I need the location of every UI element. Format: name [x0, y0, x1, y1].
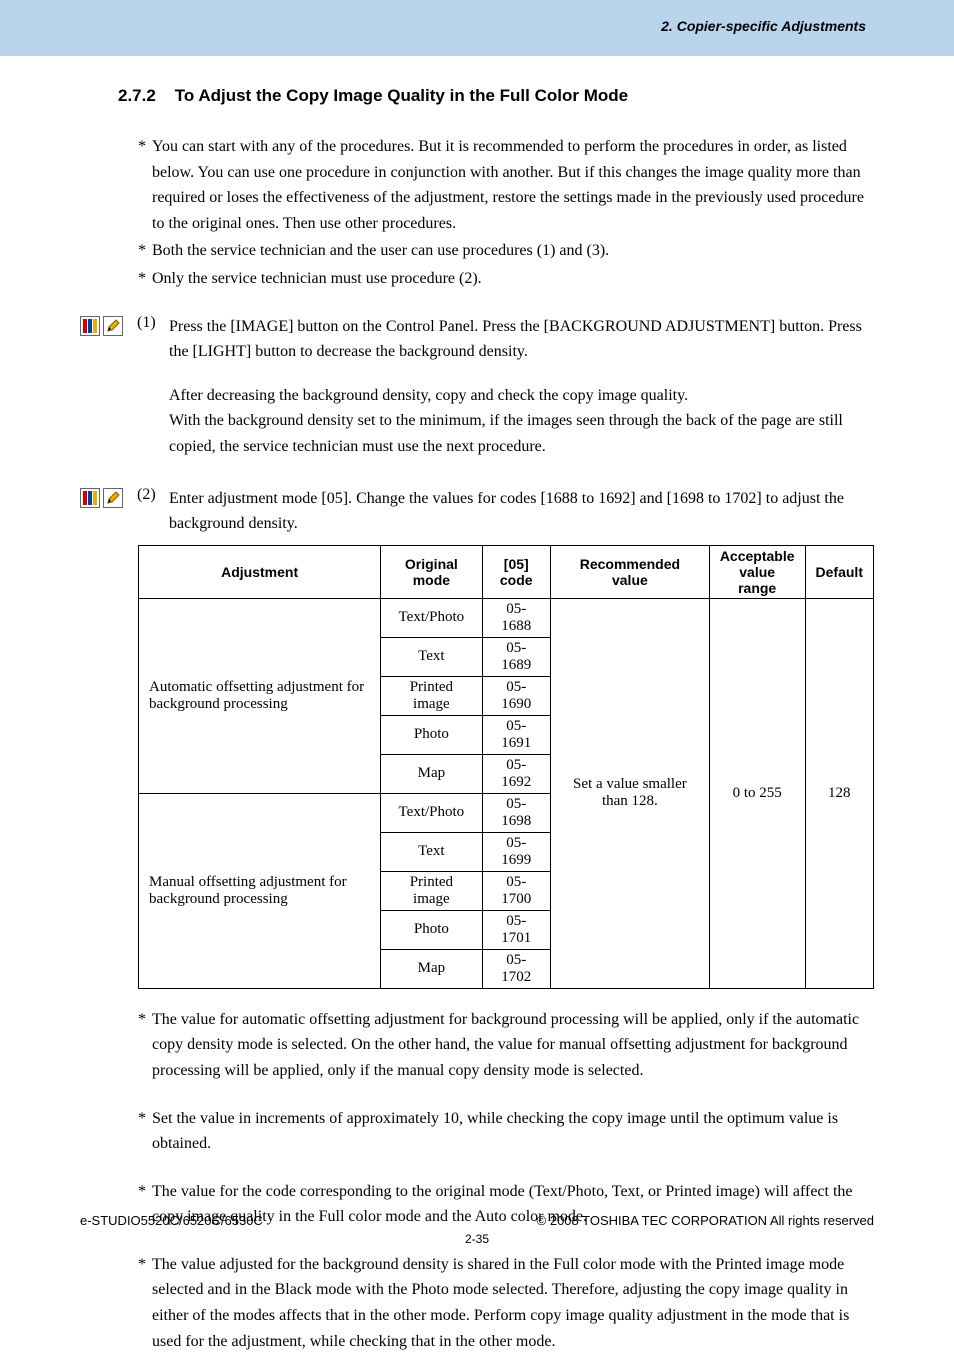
breadcrumb: 2. Copier-specific Adjustments: [661, 18, 866, 34]
cell-mode: Map: [381, 754, 482, 793]
note: The value adjusted for the background de…: [138, 1252, 874, 1354]
step-paragraph: Press the [IMAGE] button on the Control …: [169, 314, 874, 365]
cell-range: 0 to 255: [709, 598, 805, 988]
cell-mode: Map: [381, 949, 482, 988]
table-header-row: Adjustment Original mode [05] code Recom…: [139, 545, 874, 598]
pencil-icon: [103, 316, 123, 336]
cell-mode: Text: [381, 832, 482, 871]
intro-bullet: You can start with any of the procedures…: [138, 134, 874, 236]
footer-copyright: © 2008 TOSHIBA TEC CORPORATION All right…: [537, 1213, 874, 1228]
cell-mode: Text/Photo: [381, 793, 482, 832]
step-number: (2): [131, 486, 169, 504]
note: Set the value in increments of approxima…: [138, 1106, 874, 1157]
cell-code: 05-1690: [482, 676, 550, 715]
col-code: [05] code: [482, 545, 550, 598]
color-bars-icon: [80, 488, 100, 508]
step-paragraph: Enter adjustment mode [05]. Change the v…: [169, 486, 874, 537]
step-text: Enter adjustment mode [05]. Change the v…: [169, 486, 874, 537]
cell-mode: Text: [381, 637, 482, 676]
cell-mode: Printed image: [381, 676, 482, 715]
cell-mode: Photo: [381, 715, 482, 754]
cell-mode: Photo: [381, 910, 482, 949]
intro-bullets: You can start with any of the procedures…: [138, 134, 874, 292]
section-heading: 2.7.2 To Adjust the Copy Image Quality i…: [118, 86, 874, 106]
table-row: Automatic offsetting adjustment for back…: [139, 598, 874, 637]
step-paragraph: With the background density set to the m…: [169, 408, 874, 459]
footer-page-number: 2-35: [0, 1232, 954, 1246]
notes-block: The value for automatic offsetting adjus…: [138, 1007, 874, 1354]
col-adjustment: Adjustment: [139, 545, 381, 598]
step-1: (1) Press the [IMAGE] button on the Cont…: [80, 314, 874, 478]
cell-code: 05-1700: [482, 871, 550, 910]
cell-code: 05-1688: [482, 598, 550, 637]
step-2: (2) Enter adjustment mode [05]. Change t…: [80, 486, 874, 537]
step-paragraph: After decreasing the background density,…: [169, 383, 874, 409]
group-label: Manual offsetting adjustment for backgro…: [139, 793, 381, 988]
group-label: Automatic offsetting adjustment for back…: [139, 598, 381, 793]
step-number: (1): [131, 314, 169, 332]
cell-default: 128: [805, 598, 873, 988]
cell-code: 05-1699: [482, 832, 550, 871]
cell-code: 05-1702: [482, 949, 550, 988]
intro-bullet: Both the service technician and the user…: [138, 238, 874, 264]
step-icons: [80, 314, 123, 336]
cell-mode: Text/Photo: [381, 598, 482, 637]
pencil-icon: [103, 488, 123, 508]
step-text: Press the [IMAGE] button on the Control …: [169, 314, 874, 478]
cell-code: 05-1692: [482, 754, 550, 793]
page-content: 2.7.2 To Adjust the Copy Image Quality i…: [0, 56, 954, 1354]
cell-code: 05-1701: [482, 910, 550, 949]
footer-model: e-STUDIO5520C/6520C/6530C: [80, 1213, 263, 1228]
adjustment-table: Adjustment Original mode [05] code Recom…: [138, 545, 874, 989]
cell-code: 05-1689: [482, 637, 550, 676]
color-bars-icon: [80, 316, 100, 336]
note: The value for automatic offsetting adjus…: [138, 1007, 874, 1084]
cell-mode: Printed image: [381, 871, 482, 910]
header-band: 2. Copier-specific Adjustments: [0, 0, 954, 56]
col-recommended: Recommended value: [550, 545, 709, 598]
col-default: Default: [805, 545, 873, 598]
cell-code: 05-1698: [482, 793, 550, 832]
col-original-mode: Original mode: [381, 545, 482, 598]
section-title-text: To Adjust the Copy Image Quality in the …: [175, 86, 628, 105]
col-range: Acceptable value range: [709, 545, 805, 598]
footer: e-STUDIO5520C/6520C/6530C © 2008 TOSHIBA…: [0, 1213, 954, 1228]
intro-bullet: Only the service technician must use pro…: [138, 266, 874, 292]
cell-code: 05-1691: [482, 715, 550, 754]
section-number: 2.7.2: [118, 86, 170, 106]
cell-recommended: Set a value smaller than 128.: [550, 598, 709, 988]
step-icons: [80, 486, 123, 508]
